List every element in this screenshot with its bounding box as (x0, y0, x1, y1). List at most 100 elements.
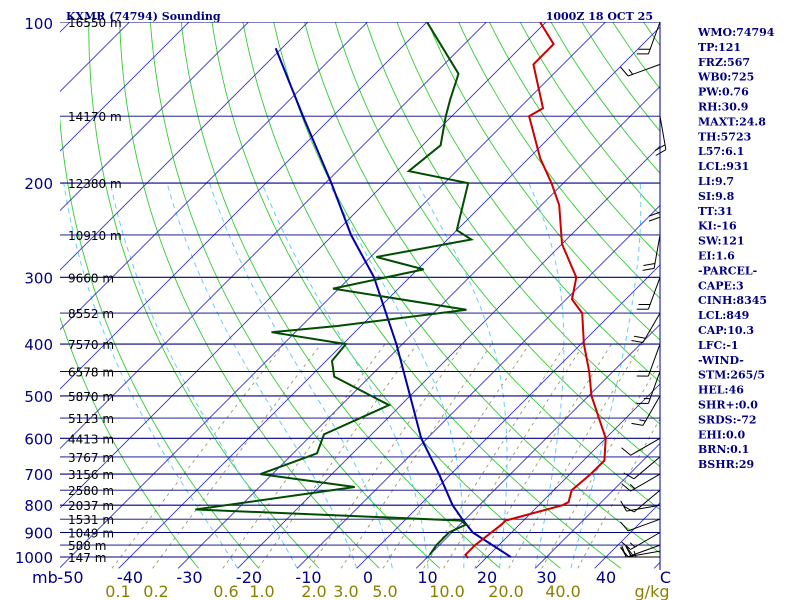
stat-line: SI:9.8 (698, 190, 735, 203)
wind-barb-feather (623, 505, 635, 513)
stat-line: BRN:0.1 (698, 443, 749, 456)
isotherm-line (356, 264, 660, 569)
wind-barb-staff (630, 532, 661, 550)
height-label: 147 m (68, 551, 106, 565)
stat-line: FRZ:567 (698, 56, 750, 69)
isotherm-line (60, 22, 428, 390)
wind-barbs (620, 21, 667, 558)
wind-barb-staff (647, 343, 661, 377)
moist-adiabat-line (209, 182, 393, 569)
chart-traces (195, 22, 607, 559)
wind-barb-staff (633, 489, 661, 513)
wind-barb-feather (642, 267, 655, 271)
mixing-ratio-label: 0.1 (105, 582, 130, 600)
isotherm-line (60, 22, 250, 212)
wind-barb-feather (631, 340, 644, 343)
wind-barb-feather (643, 263, 656, 266)
wind-barb-staff (653, 234, 661, 269)
temperature-trace (464, 22, 607, 559)
stat-line: LCL:849 (698, 309, 749, 322)
stat-line: -PARCEL- (698, 264, 757, 277)
stat-line: SRDS:-72 (698, 413, 757, 426)
wind-barb-staff (647, 371, 661, 404)
dry-adiabat-line (365, 22, 660, 425)
isotherm-line (118, 26, 660, 569)
mixing-ratio-label: 0.6 (213, 582, 238, 600)
chart-grid (60, 22, 660, 569)
wind-barb-staff (627, 518, 661, 532)
dewpoint-trace (195, 22, 474, 556)
height-label: 7570 m (68, 338, 114, 352)
temperature-tick-label: 0 (363, 568, 373, 587)
height-label: 6578 m (68, 366, 114, 380)
dry-adiabat-line (60, 116, 260, 569)
wind-barb-feather (648, 211, 661, 217)
height-label: 1531 m (68, 513, 114, 527)
temperature-tick-label: -30 (176, 568, 202, 587)
wind-barb-feather (623, 472, 635, 480)
wind-barb-staff (626, 504, 661, 512)
height-label: 14170 m (68, 110, 122, 124)
isotherm-line (475, 383, 660, 569)
wind-barb (623, 489, 661, 513)
isotherm-line (60, 22, 309, 271)
temperature-tick-label: -40 (117, 568, 143, 587)
mixing-ratio-line (541, 361, 660, 569)
wind-barb-half-feather (629, 542, 636, 548)
mixing-ratio-line (222, 343, 386, 569)
dry-adiabat-line (334, 22, 660, 468)
mixing-ratio-line (340, 343, 493, 569)
stat-line: RH:30.9 (698, 101, 748, 114)
wind-barb (631, 395, 661, 426)
isotherm-line (60, 22, 190, 152)
stat-line: LI:9.7 (698, 175, 734, 188)
stat-line: HEL:46 (698, 384, 744, 397)
mixing-ratio-line (508, 343, 643, 569)
mixing-ratio-line (382, 343, 530, 569)
mixing-ratio-label: 0.2 (143, 582, 168, 600)
wind-barb-feather (620, 66, 629, 77)
height-label: 3156 m (68, 468, 114, 482)
dry-adiabat-line (60, 316, 199, 569)
mixing-ratio-line (577, 418, 660, 569)
stat-line: PW:0.76 (698, 86, 749, 99)
stat-line: LCL:931 (698, 160, 749, 173)
stat-line: -WIND- (698, 354, 744, 367)
isotherm-line (415, 323, 660, 569)
wind-barb (623, 456, 661, 480)
dry-adiabat-line (304, 22, 660, 511)
wind-barb (636, 21, 661, 55)
wind-barb (631, 312, 661, 343)
wind-barb (621, 437, 661, 456)
stat-line: EI:1.6 (698, 250, 735, 263)
wind-barb-staff (627, 544, 661, 558)
temperature-tick-label: 40 (596, 568, 616, 587)
wind-barb-staff (647, 21, 661, 55)
mixing-ratio-label: 20.0 (488, 582, 524, 600)
wind-barb (621, 473, 661, 492)
stat-line: CAPE:3 (698, 279, 744, 292)
dry-adiabat-line (458, 22, 660, 299)
wind-barb (636, 371, 661, 404)
height-label: 1049 m (68, 527, 114, 541)
mixing-ratio-label: 2.0 (301, 582, 326, 600)
mixing-ratio-label: 5.0 (372, 582, 397, 600)
mixing-ratio-label: 1.0 (249, 582, 274, 600)
wind-barb (620, 518, 661, 532)
wind-barb-half-feather (628, 549, 634, 556)
wind-barb-feather (631, 422, 644, 426)
height-label: 16550 m (68, 16, 122, 30)
wind-barb-half-feather (628, 68, 634, 75)
pressure-tick-label: 500 (24, 388, 53, 406)
mixing-ratio-line (111, 343, 285, 569)
wind-barb (620, 63, 661, 77)
wind-barb-feather (655, 149, 667, 156)
wind-barb (620, 544, 661, 558)
stat-line: STM:265/5 (698, 369, 765, 382)
wind-barb-feather (633, 335, 646, 339)
height-label: 12380 m (68, 177, 122, 191)
stat-line: WMO:74794 (697, 26, 775, 39)
parcel-trace (274, 47, 512, 558)
pressure-tick-label: 200 (24, 175, 53, 193)
